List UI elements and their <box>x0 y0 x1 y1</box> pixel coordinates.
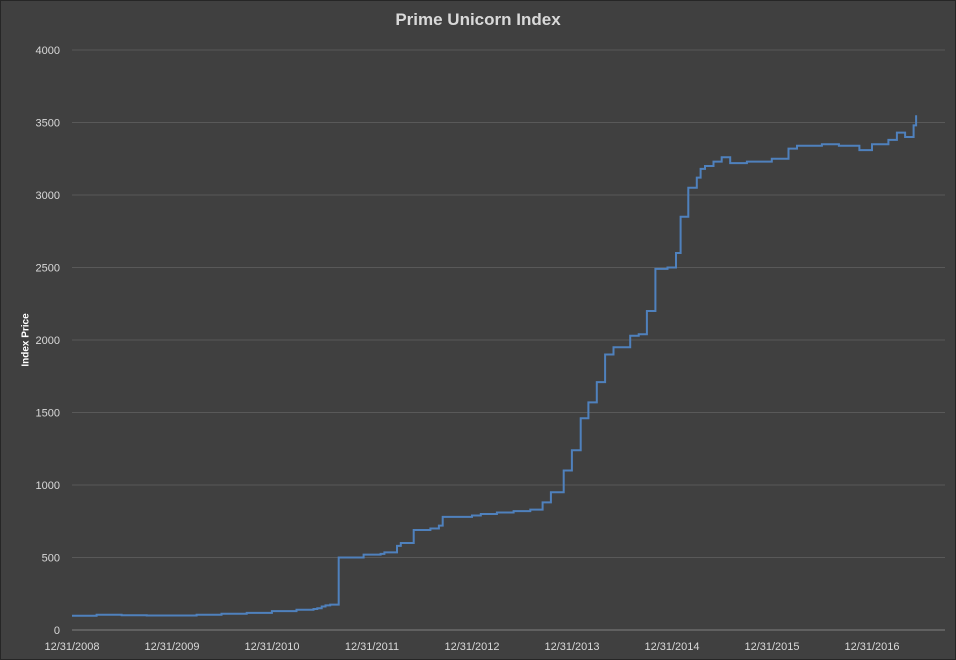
index-price-line <box>72 115 918 617</box>
x-tick-label: 12/31/2009 <box>144 641 199 653</box>
y-tick-label: 500 <box>42 553 60 565</box>
gridlines <box>72 49 945 631</box>
x-tick-label: 12/31/2010 <box>244 641 299 653</box>
y-tick-label: 3500 <box>36 118 60 130</box>
x-tick-labels: 12/31/2008 12/31/2009 12/31/2010 12/31/2011… <box>44 641 899 653</box>
x-tick-label: 12/31/2012 <box>444 641 499 653</box>
y-tick-label: 1000 <box>36 480 60 492</box>
y-tick-label: 4000 <box>36 45 60 57</box>
chart-title: Prime Unicorn Index <box>395 10 561 29</box>
y-tick-label: 2500 <box>36 263 60 275</box>
x-tick-label: 12/31/2015 <box>744 641 799 653</box>
y-tick-label: 1500 <box>36 408 60 420</box>
x-tick-label: 12/31/2008 <box>44 641 99 653</box>
x-tick-label: 12/31/2014 <box>644 641 699 653</box>
x-tick-label: 12/31/2016 <box>844 641 899 653</box>
y-tick-labels: 0 500 1000 1500 2000 2500 3000 3500 4000 <box>36 45 60 637</box>
y-tick-label: 3000 <box>36 190 60 202</box>
x-tick-label: 12/31/2013 <box>544 641 599 653</box>
x-tick-label: 12/31/2011 <box>345 641 399 653</box>
y-tick-label: 0 <box>54 625 60 637</box>
y-tick-label: 2000 <box>36 335 60 347</box>
